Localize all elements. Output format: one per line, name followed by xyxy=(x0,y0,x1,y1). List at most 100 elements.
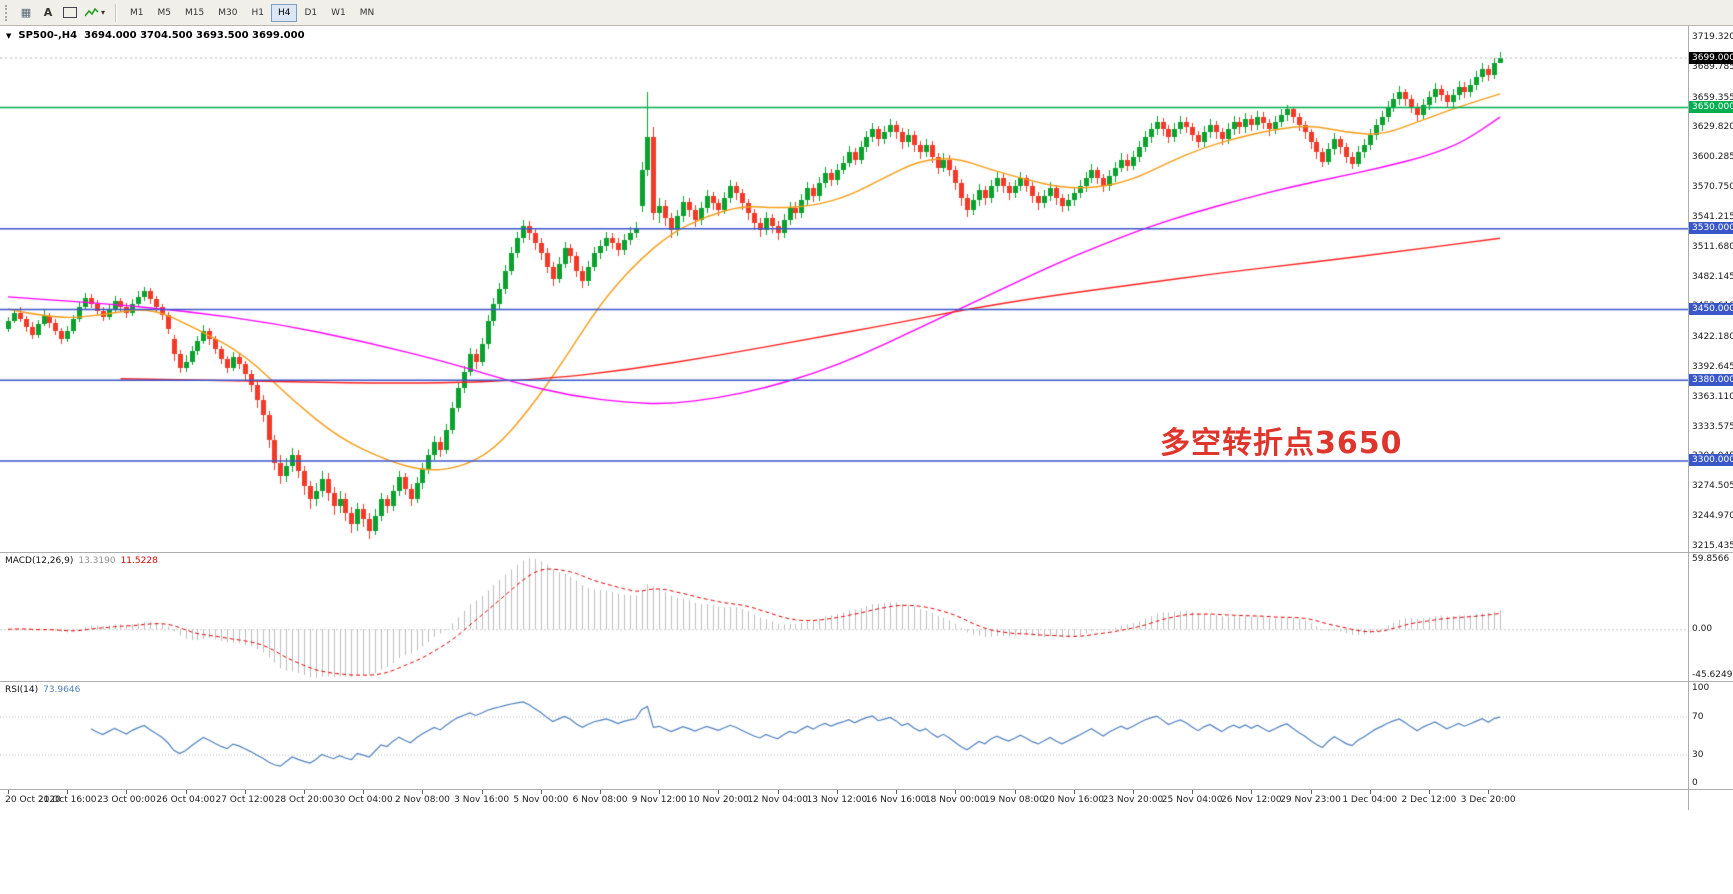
time-axis-label: 26 Oct 04:00 xyxy=(156,795,215,805)
frame-tool-button[interactable] xyxy=(59,3,81,23)
time-axis-label: 25 Nov 04:00 xyxy=(1161,795,1223,805)
time-axis-label: 23 Oct 00:00 xyxy=(97,795,156,805)
macd-scale-label: -45.6249 xyxy=(1692,670,1733,680)
time-axis-tick xyxy=(1311,790,1312,794)
level-price-tag: 3300.000 xyxy=(1689,454,1733,467)
price-scale-label: 3689.785 xyxy=(1692,61,1733,72)
frame-tool-icon xyxy=(63,7,77,18)
time-axis-label: 3 Nov 16:00 xyxy=(454,795,510,805)
time-axis-tick xyxy=(1429,790,1430,794)
time-axis-label: 26 Nov 12:00 xyxy=(1220,795,1282,805)
time-axis-tick xyxy=(186,790,187,794)
price-chart-canvas[interactable] xyxy=(0,26,1688,552)
rsi-canvas[interactable] xyxy=(0,682,1688,789)
toolbar-separator xyxy=(115,3,118,22)
time-axis-tick xyxy=(955,790,956,794)
title-dropdown-icon[interactable]: ▼ xyxy=(6,31,12,40)
tick-chart-button[interactable]: ▦ xyxy=(15,3,37,23)
macd-panel: 59.8566 0.00 -45.6249 MACD(12,26,9) 13.3190… xyxy=(0,552,1733,681)
price-scale-label: 3629.820 xyxy=(1692,122,1733,133)
price-scale-label: 3363.110 xyxy=(1692,391,1733,402)
macd-indicator-name: MACD(12,26,9) xyxy=(5,556,74,566)
time-axis-label: 13 Nov 12:00 xyxy=(806,795,868,805)
chart-ohlc-values: 3694.000 3704.500 3693.500 3699.000 xyxy=(84,30,305,41)
price-scale-label: 3422.180 xyxy=(1692,332,1733,343)
rsi-scale-label: 0 xyxy=(1692,778,1698,788)
price-scale-label: 3215.435 xyxy=(1692,540,1733,551)
time-axis-label: 5 Nov 00:00 xyxy=(513,795,569,805)
time-axis-tick xyxy=(600,790,601,794)
rsi-value: 73.9646 xyxy=(43,685,81,695)
price-scale-label: 3392.645 xyxy=(1692,361,1733,372)
price-scale-label: 3659.355 xyxy=(1692,92,1733,103)
price-scale-label: 3482.145 xyxy=(1692,271,1733,282)
timeframe-m15-button[interactable]: M15 xyxy=(178,4,211,22)
time-axis-tick xyxy=(1015,790,1016,794)
timeframe-w1-button[interactable]: W1 xyxy=(324,4,353,22)
time-axis-tick xyxy=(1488,790,1489,794)
time-axis-tick xyxy=(837,790,838,794)
time-axis-tick xyxy=(482,790,483,794)
time-axis-label: 1 Dec 04:00 xyxy=(1342,795,1398,805)
text-tool-button[interactable]: A xyxy=(37,3,59,23)
time-axis-label: 28 Oct 20:00 xyxy=(274,795,334,805)
macd-scale-label: 0.00 xyxy=(1692,624,1713,635)
rsi-axis[interactable]: 100 70 30 0 xyxy=(1688,682,1733,789)
timeframe-m1-button[interactable]: M1 xyxy=(123,4,151,22)
macd-scale-label: 59.8566 xyxy=(1692,554,1730,564)
timeframe-m5-button[interactable]: M5 xyxy=(151,4,179,22)
chevron-down-icon: ▾ xyxy=(101,8,106,17)
rsi-scale-label: 30 xyxy=(1692,749,1704,760)
level-price-tag: 3650.000 xyxy=(1689,101,1733,113)
time-axis[interactable]: 20 Oct 2020 21 Oct 16:00 23 Oct 00:00 26 Oc… xyxy=(0,789,1733,810)
indicator-zigzag-icon xyxy=(85,7,99,16)
time-axis-label: 18 Nov 00:00 xyxy=(924,795,986,805)
toolbar-grip[interactable] xyxy=(5,4,10,21)
time-axis-label: 2 Nov 08:00 xyxy=(394,795,450,805)
timeframe-m30-button[interactable]: M30 xyxy=(211,4,244,22)
time-axis-label: 9 Nov 12:00 xyxy=(631,795,687,805)
timeframe-d1-button[interactable]: D1 xyxy=(297,4,324,22)
time-axis-tick xyxy=(8,790,9,794)
time-axis-tick xyxy=(304,790,305,794)
timeframe-h4-button[interactable]: H4 xyxy=(270,3,298,22)
time-axis-tick xyxy=(659,790,660,794)
current-price-tag: 3699.000 xyxy=(1689,51,1733,64)
time-axis-label: 20 Nov 16:00 xyxy=(1043,795,1105,805)
time-axis-label: 6 Nov 08:00 xyxy=(572,795,628,805)
rsi-panel: 100 70 30 0 RSI(14) 73.9646 xyxy=(0,681,1733,789)
time-axis-tick xyxy=(718,790,719,794)
macd-canvas[interactable] xyxy=(0,553,1688,681)
price-scale-label: 3511.680 xyxy=(1692,241,1733,252)
time-axis-tick xyxy=(422,790,423,794)
time-axis-tick xyxy=(1370,790,1371,794)
time-axis-label: 30 Oct 04:00 xyxy=(333,795,393,805)
time-axis-label: 27 Oct 12:00 xyxy=(215,795,275,805)
rsi-label: RSI(14) 73.9646 xyxy=(5,685,80,695)
macd-label: MACD(12,26,9) 13.3190 11.5228 xyxy=(5,556,158,566)
level-price-tag: 3380.000 xyxy=(1689,373,1733,386)
time-axis-label: 10 Nov 20:00 xyxy=(688,795,749,805)
time-axis-label: 23 Nov 20:00 xyxy=(1102,795,1164,805)
price-chart-panel: 3719.320 3689.785 3659.355 3629.820 3600.285… xyxy=(0,26,1733,552)
price-scale-label: 3274.505 xyxy=(1692,481,1733,492)
time-axis-tick xyxy=(896,790,897,794)
time-axis-tick xyxy=(363,790,364,794)
price-axis[interactable]: 3719.320 3689.785 3659.355 3629.820 3600.285… xyxy=(1688,26,1733,552)
time-axis-label: 19 Nov 08:00 xyxy=(984,795,1045,805)
time-axis-tick xyxy=(245,790,246,794)
macd-axis[interactable]: 59.8566 0.00 -45.6249 xyxy=(1688,553,1733,681)
level-price-tag: 3450.000 xyxy=(1689,302,1733,315)
time-axis-label: 3 Dec 20:00 xyxy=(1460,795,1516,805)
rsi-scale-label: 100 xyxy=(1692,683,1710,693)
timeframe-mn-button[interactable]: MN xyxy=(353,4,382,22)
time-axis-label: 16 Nov 16:00 xyxy=(865,795,927,805)
time-axis-label: 20 Oct 2020 xyxy=(5,795,61,805)
time-axis-tick xyxy=(1251,790,1252,794)
indicators-button[interactable]: ▾ xyxy=(81,3,109,23)
price-scale-label: 3600.285 xyxy=(1692,152,1733,163)
time-axis-tick xyxy=(1133,790,1134,794)
timeframe-h1-button[interactable]: H1 xyxy=(244,4,271,22)
time-axis-tick xyxy=(126,790,127,794)
time-axis-label: 12 Nov 04:00 xyxy=(747,795,809,805)
